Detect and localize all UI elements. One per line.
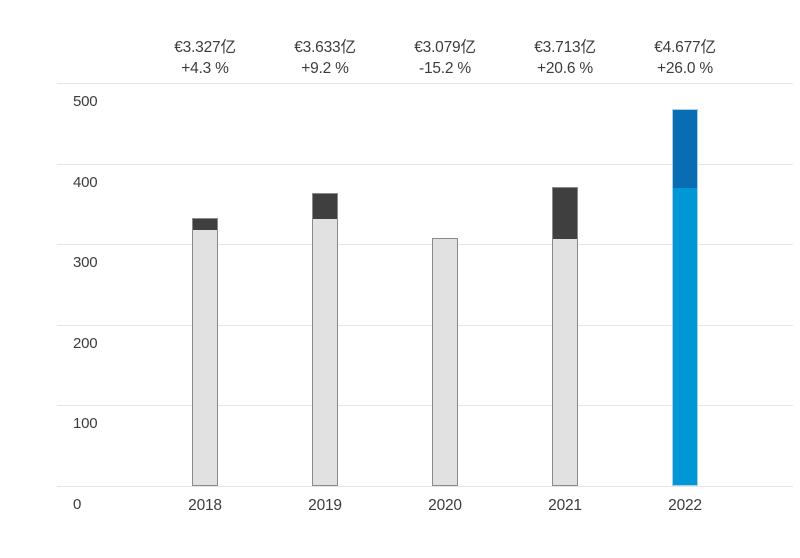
annotation-2019-value: €3.633亿: [294, 39, 356, 56]
bar-2022: [672, 109, 698, 486]
y-tick-label-0: 0: [73, 496, 82, 513]
annotation-2020-change: -15.2 %: [418, 60, 472, 77]
bar-2019: [312, 193, 338, 486]
gridline-500: [57, 83, 793, 84]
gridline-0: [57, 486, 793, 487]
bar-2021-gain-segment: [553, 187, 577, 239]
bar-2019-gain-segment: [313, 194, 337, 219]
x-tick-label-2018: 2018: [188, 497, 222, 514]
annotation-2018-change: +4.3 %: [181, 60, 229, 77]
x-tick-label-2019: 2019: [308, 497, 342, 514]
x-tick-label-2021: 2021: [548, 497, 582, 514]
annotation-2022-change: +26.0 %: [657, 60, 713, 77]
annotation-2019: €3.633亿 +9.2 %: [245, 37, 405, 79]
annotation-2019-change: +9.2 %: [301, 60, 349, 77]
bar-2018-gain-segment: [193, 218, 217, 230]
y-tick-label-500: 500: [73, 93, 98, 110]
annotation-2021-value: €3.713亿: [534, 39, 596, 56]
annotation-2021: €3.713亿 +20.6 %: [485, 37, 645, 79]
annotation-2022: €4.677亿 +26.0 %: [605, 37, 765, 79]
y-tick-label-100: 100: [73, 415, 98, 433]
x-tick-label-2020: 2020: [428, 497, 462, 514]
bar-2020: [432, 237, 458, 486]
annotation-2020: €3.079亿 -15.2 %: [365, 37, 525, 79]
bar-2021: [552, 186, 578, 486]
gridline-300: [57, 244, 793, 246]
bar-2018: [192, 217, 218, 486]
gridline-400: [57, 163, 793, 165]
bar-2022-gain-segment: [673, 110, 697, 188]
annotation-2022-value: €4.677亿: [654, 39, 716, 56]
y-tick-label-400: 400: [73, 173, 98, 191]
gridline-200: [57, 324, 793, 326]
annotation-2020-value: €3.079亿: [414, 39, 476, 56]
annotation-2018: €3.327亿 +4.3 %: [125, 37, 285, 79]
annotation-2021-change: +20.6 %: [537, 60, 593, 77]
x-tick-label-2022: 2022: [668, 497, 702, 514]
gridline-100: [57, 405, 793, 407]
y-tick-label-300: 300: [73, 254, 98, 272]
y-tick-label-200: 200: [73, 334, 98, 352]
annotation-2018-value: €3.327亿: [174, 39, 236, 56]
